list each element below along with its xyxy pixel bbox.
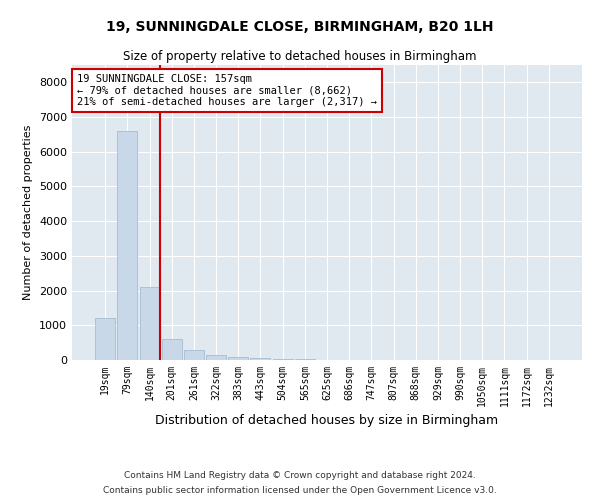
Bar <box>162 339 182 360</box>
Bar <box>206 355 226 360</box>
Bar <box>272 358 293 360</box>
Text: Contains public sector information licensed under the Open Government Licence v3: Contains public sector information licen… <box>103 486 497 495</box>
Y-axis label: Number of detached properties: Number of detached properties <box>23 125 34 300</box>
X-axis label: Distribution of detached houses by size in Birmingham: Distribution of detached houses by size … <box>155 414 499 428</box>
Text: Contains HM Land Registry data © Crown copyright and database right 2024.: Contains HM Land Registry data © Crown c… <box>124 471 476 480</box>
Bar <box>118 131 137 360</box>
Text: 19, SUNNINGDALE CLOSE, BIRMINGHAM, B20 1LH: 19, SUNNINGDALE CLOSE, BIRMINGHAM, B20 1… <box>106 20 494 34</box>
Bar <box>140 287 160 360</box>
Text: Size of property relative to detached houses in Birmingham: Size of property relative to detached ho… <box>123 50 477 63</box>
Bar <box>95 318 115 360</box>
Bar <box>228 356 248 360</box>
Text: 19 SUNNINGDALE CLOSE: 157sqm
← 79% of detached houses are smaller (8,662)
21% of: 19 SUNNINGDALE CLOSE: 157sqm ← 79% of de… <box>77 74 377 107</box>
Bar <box>250 358 271 360</box>
Bar <box>184 350 204 360</box>
